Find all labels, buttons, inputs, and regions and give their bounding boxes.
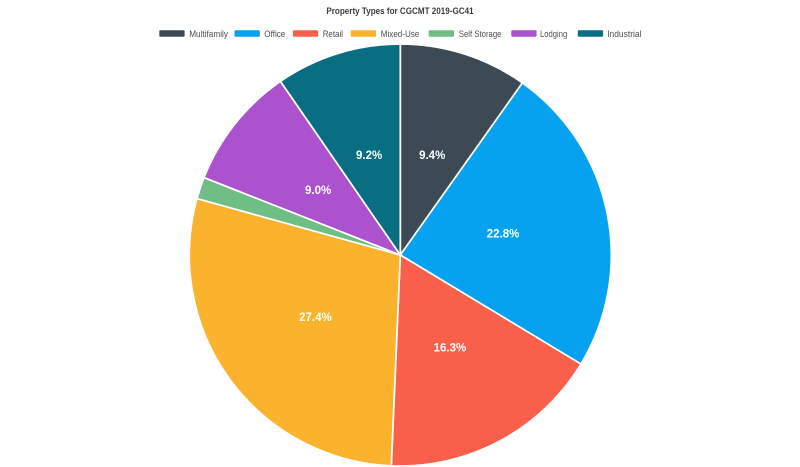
svg-text:Multifamily: Multifamily (189, 29, 228, 39)
svg-text:22.8%: 22.8% (487, 229, 520, 241)
svg-text:9.2%: 9.2% (356, 150, 382, 162)
svg-text:27.4%: 27.4% (299, 312, 332, 324)
svg-text:9.4%: 9.4% (419, 150, 445, 162)
svg-text:Property Types for CGCMT 2019-: Property Types for CGCMT 2019-GC41 (326, 6, 473, 16)
svg-text:Self Storage: Self Storage (459, 29, 502, 39)
svg-text:Office: Office (264, 29, 285, 39)
svg-text:Mixed-Use: Mixed-Use (381, 29, 420, 39)
svg-text:Industrial: Industrial (607, 29, 641, 39)
svg-text:16.3%: 16.3% (434, 343, 467, 355)
svg-text:Lodging: Lodging (540, 29, 567, 39)
svg-text:Retail: Retail (323, 29, 343, 39)
svg-text:9.0%: 9.0% (305, 185, 331, 197)
